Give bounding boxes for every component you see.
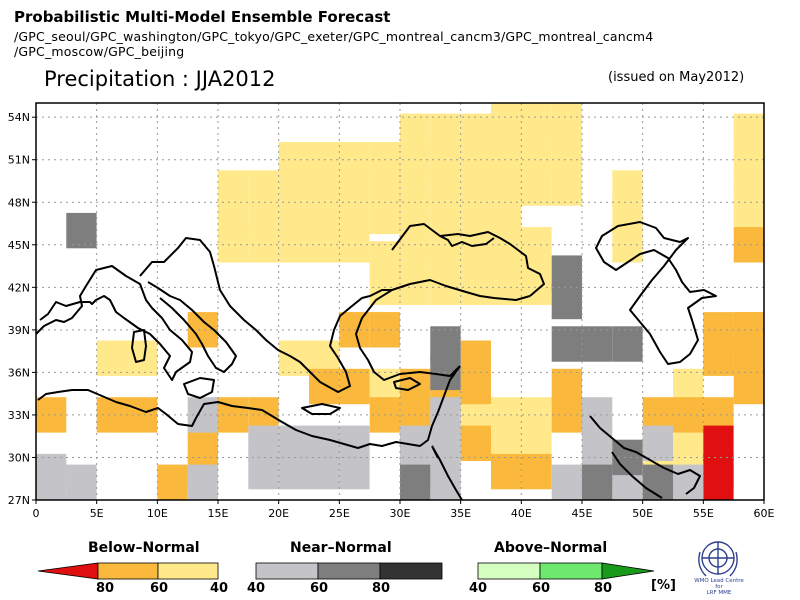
- forecast-cell: [582, 464, 613, 500]
- issued-date: (issued on May2012): [608, 70, 745, 85]
- lon-tick-label: 60E: [754, 507, 775, 520]
- forecast-cell: [612, 439, 643, 476]
- forecast-cell: [673, 397, 704, 433]
- forecast-cell: [309, 368, 340, 405]
- wmo-logo-caption-line2: LRF MME: [706, 590, 732, 596]
- forecast-cell: [66, 464, 97, 500]
- coast-europe-west: [35, 265, 193, 381]
- coast-levant: [115, 365, 461, 449]
- wmo-logo-caption-line1: WMO Lead Centre for: [694, 578, 744, 590]
- forecast-cell: [521, 453, 552, 490]
- forecast-cell: [612, 227, 643, 263]
- lat-tick-label: 30N: [8, 451, 30, 464]
- forecast-cell: [521, 170, 552, 206]
- legend-below-title: Below–Normal: [88, 540, 200, 556]
- forecast-cell: [703, 340, 734, 376]
- lon-tick-label: 15E: [208, 507, 229, 520]
- forecast-cell: [551, 326, 582, 362]
- coast-black-sea: [391, 223, 545, 297]
- legend-below-tick-80: 80: [96, 581, 115, 596]
- legend-above-tick-60: 60: [532, 581, 551, 596]
- map-title: Precipitation : JJA2012: [44, 67, 276, 91]
- forecast-cell: [460, 368, 491, 405]
- coast-red-sea: [431, 445, 463, 501]
- coast-caspian: [595, 221, 717, 365]
- coast-turkey: [355, 279, 531, 381]
- forecast-cell: [309, 453, 340, 490]
- lon-tick-label: 45E: [572, 507, 593, 520]
- forecast-cell: [66, 212, 97, 249]
- lat-tick-label: 51N: [8, 154, 30, 167]
- legend-near-tick-40: 40: [247, 581, 266, 596]
- forecast-cell: [491, 453, 522, 490]
- coast-crete: [301, 403, 341, 415]
- forecast-cell: [369, 198, 400, 235]
- lon-tick-label: 55E: [693, 507, 714, 520]
- lon-tick-label: 50E: [632, 507, 653, 520]
- forecast-cell: [703, 464, 734, 500]
- coastlines: [35, 221, 717, 501]
- legend-near-tick-80: 80: [372, 581, 391, 596]
- product-title: Probabilistic Multi-Model Ensemble Forec…: [14, 8, 391, 26]
- forecast-cell: [339, 368, 370, 405]
- legend-near-tick-60: 60: [310, 581, 329, 596]
- coast-cyprus: [393, 377, 421, 391]
- forecast-cell: [400, 464, 431, 500]
- coast-sicily: [183, 377, 215, 399]
- forecast-cell: [582, 326, 613, 362]
- models-list-line2: /GPC_moscow/GPC_beijing: [14, 44, 185, 59]
- legend-below-tick-60: 60: [150, 581, 169, 596]
- forecast-cell: [551, 464, 582, 500]
- lat-tick-label: 27N: [8, 494, 30, 507]
- forecast-cell: [460, 425, 491, 461]
- forecast-cell: [36, 464, 67, 500]
- models-list-line1: /GPC_seoul/GPC_washington/GPC_tokyo/GPC_…: [14, 29, 654, 44]
- forecast-cell: [339, 453, 370, 490]
- lon-tick-label: 10E: [147, 507, 168, 520]
- lat-tick-label: 48N: [8, 196, 30, 209]
- lon-tick-label: 5E: [90, 507, 104, 520]
- lon-tick-label: 35E: [450, 507, 471, 520]
- forecast-cell: [278, 453, 309, 490]
- forecast-cells: [36, 103, 764, 500]
- lon-tick-label: 40E: [511, 507, 532, 520]
- forecast-cell: [551, 170, 582, 206]
- lat-tick-label: 36N: [8, 366, 30, 379]
- forecast-cell: [642, 425, 673, 461]
- lat-tick-label: 42N: [8, 281, 30, 294]
- lat-tick-label: 45N: [8, 239, 30, 252]
- forecast-cell: [248, 453, 279, 490]
- coast-crimea: [439, 235, 495, 247]
- legend-above-title: Above–Normal: [494, 540, 608, 556]
- coast-gulf-lower: [611, 451, 663, 499]
- legend-unit: [%]: [651, 578, 676, 593]
- legend-near-title: Near–Normal: [290, 540, 392, 556]
- lon-tick-label: 0: [33, 507, 40, 520]
- lon-tick-label: 25E: [329, 507, 350, 520]
- wmo-logo-caption: WMO Lead Centre for LRF MME: [690, 578, 748, 596]
- lat-tick-label: 33N: [8, 409, 30, 422]
- lat-tick-label: 39N: [8, 324, 30, 337]
- forecast-cell: [612, 326, 643, 362]
- forecast-cell: [96, 340, 127, 376]
- lon-tick-label: 30E: [390, 507, 411, 520]
- coast-balkans: [139, 237, 392, 393]
- coast-sardinia: [131, 329, 147, 363]
- forecast-cell: [551, 283, 582, 320]
- lon-tick-label: 20E: [268, 507, 289, 520]
- forecast-cell: [157, 464, 188, 500]
- coast-africa-west: [37, 389, 117, 403]
- lat-tick-label: 54N: [8, 111, 30, 124]
- legend-above-tick-80: 80: [594, 581, 613, 596]
- forecast-cell: [187, 464, 218, 500]
- coast-persian-gulf: [589, 415, 701, 495]
- legend-above-tick-40: 40: [469, 581, 488, 596]
- forecast-cell: [733, 368, 764, 405]
- coast-italy: [147, 281, 237, 373]
- legend-below-tick-40: 40: [210, 581, 229, 596]
- forecast-cell: [127, 397, 158, 433]
- forecast-cell: [96, 397, 127, 433]
- axis-ticks: 0 5E 10E 15E 20E 25E 30E 35E 40E 45E 50E 55E 60E 27N 3…: [8, 111, 775, 520]
